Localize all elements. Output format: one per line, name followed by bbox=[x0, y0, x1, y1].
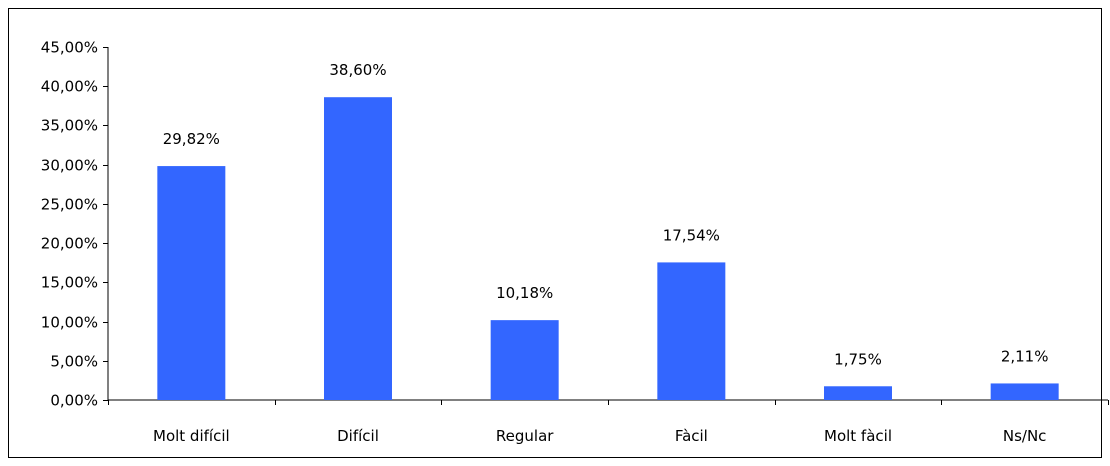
y-tick-label: 40,00% bbox=[41, 78, 98, 96]
category-label: Ns/Nc bbox=[1003, 427, 1047, 445]
y-tick-label: 5,00% bbox=[50, 353, 98, 371]
data-label: 17,54% bbox=[663, 226, 720, 244]
data-label: 10,18% bbox=[496, 284, 553, 302]
data-label: 2,11% bbox=[1001, 347, 1049, 365]
category-label: Fàcil bbox=[675, 427, 708, 445]
category-label: Difícil bbox=[337, 427, 379, 445]
y-tick-label: 35,00% bbox=[41, 117, 98, 135]
bar bbox=[324, 97, 392, 401]
bars bbox=[157, 97, 1059, 401]
bar bbox=[990, 383, 1059, 400]
bar bbox=[157, 166, 226, 400]
category-label: Regular bbox=[496, 427, 554, 445]
y-tick-label: 0,00% bbox=[50, 392, 98, 410]
y-tick-label: 25,00% bbox=[41, 196, 98, 214]
y-tick-label: 45,00% bbox=[41, 39, 98, 57]
y-tick-label: 20,00% bbox=[41, 235, 98, 253]
data-label: 38,60% bbox=[329, 61, 386, 79]
y-tick-label: 15,00% bbox=[41, 274, 98, 292]
labels: 0,00% 5,00% 10,00% 15,00% 20,00% 25,00% 30,00%… bbox=[41, 39, 1049, 446]
axes bbox=[103, 47, 1109, 405]
y-tick-label: 30,00% bbox=[41, 157, 98, 175]
data-label: 1,75% bbox=[834, 350, 882, 368]
bar bbox=[490, 320, 559, 400]
y-tick-label: 10,00% bbox=[41, 314, 98, 332]
bar bbox=[824, 386, 892, 400]
data-label: 29,82% bbox=[163, 130, 220, 148]
bar bbox=[657, 262, 726, 400]
category-label: Molt difícil bbox=[153, 427, 230, 445]
category-label: Molt fàcil bbox=[824, 427, 892, 445]
